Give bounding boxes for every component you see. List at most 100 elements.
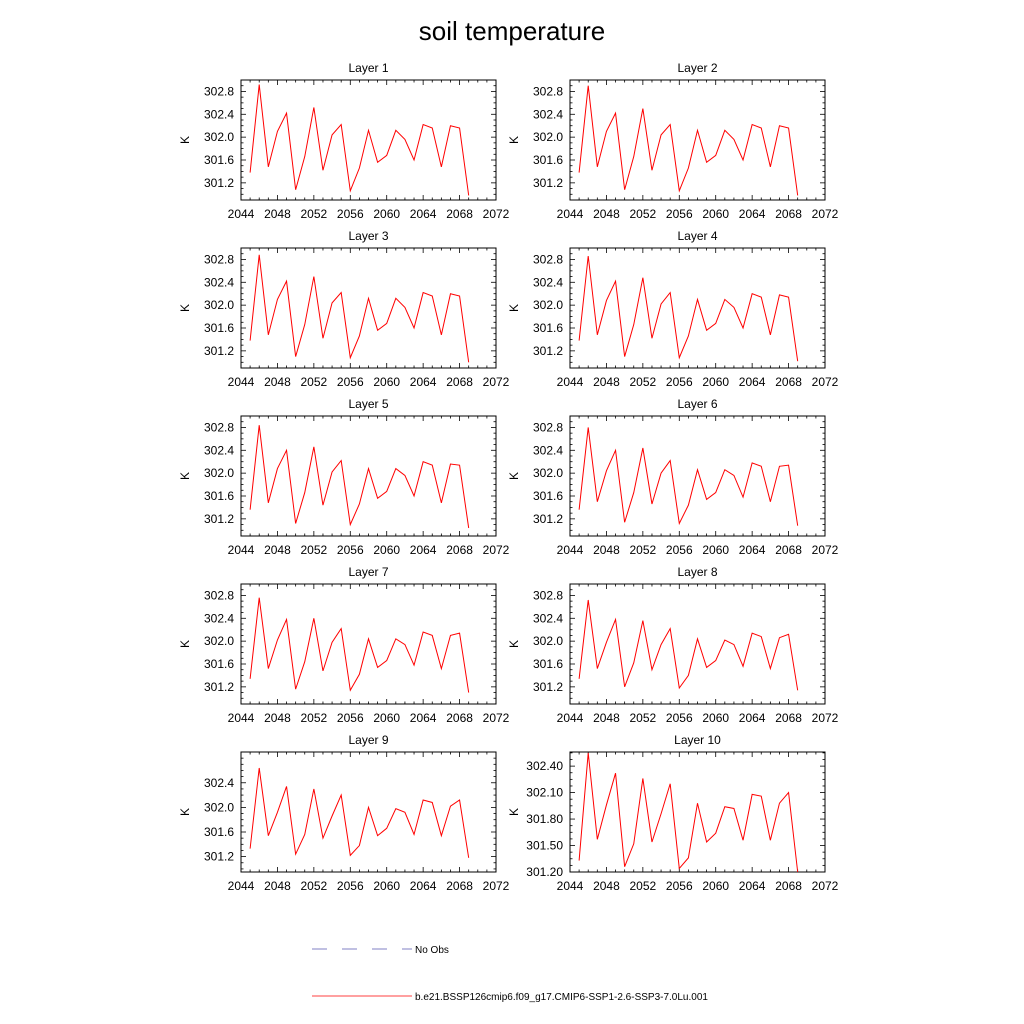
- panel-title: Layer 2: [677, 61, 717, 75]
- y-axis-label: K: [178, 304, 192, 312]
- x-tick-label: 2068: [775, 711, 802, 725]
- panel-title: Layer 9: [348, 733, 388, 747]
- panel-layer-7: Layer 7 2044 2048 2052 2056 2060 2064 2068 2072 3…: [178, 565, 510, 725]
- y-tick-label: 301.50: [526, 839, 563, 853]
- x-tick-label: 2064: [410, 711, 437, 725]
- x-tick-label: 2056: [337, 543, 364, 557]
- plot-frame: [569, 79, 826, 201]
- y-tick-label: 301.2: [204, 344, 234, 358]
- x-tick-label: 2068: [775, 879, 802, 893]
- x-tick-label: 2048: [593, 375, 620, 389]
- plot-frame: [240, 247, 497, 369]
- x-tick-label: 2072: [812, 879, 839, 893]
- y-tick-label: 302.0: [204, 130, 234, 144]
- x-tick-label: 2060: [702, 375, 729, 389]
- x-tick-label: 2072: [483, 543, 510, 557]
- series-line: [578, 427, 799, 526]
- x-tick-label: 2072: [812, 375, 839, 389]
- x-tick-label: 2044: [228, 879, 255, 893]
- y-tick-label: 302.0: [533, 130, 563, 144]
- plot-frame: [240, 583, 497, 705]
- x-tick-label: 2052: [301, 207, 328, 221]
- x-tick-label: 2064: [739, 207, 766, 221]
- x-tick-label: 2068: [775, 375, 802, 389]
- x-tick-label: 2064: [410, 543, 437, 557]
- y-tick-label: 301.2: [533, 680, 563, 694]
- x-tick-label: 2064: [739, 543, 766, 557]
- x-tick-label: 2044: [228, 543, 255, 557]
- x-tick-label: 2068: [446, 543, 473, 557]
- x-tick-label: 2064: [410, 879, 437, 893]
- y-tick-label: 301.6: [204, 657, 234, 671]
- x-tick-label: 2056: [337, 375, 364, 389]
- x-tick-label: 2048: [264, 543, 291, 557]
- x-tick-label: 2068: [775, 207, 802, 221]
- panels: Layer 1 2044 2048 2052 2056 2060 2064 2068 2072 3…: [178, 61, 839, 893]
- legend-obs-label: No Obs: [415, 945, 449, 956]
- x-tick-label: 2072: [483, 207, 510, 221]
- x-tick-label: 2060: [373, 543, 400, 557]
- x-tick-label: 2052: [630, 711, 657, 725]
- y-axis-label: K: [178, 808, 192, 816]
- series-line: [249, 254, 470, 363]
- x-tick-label: 2056: [337, 879, 364, 893]
- plot-frame: [569, 583, 826, 705]
- x-tick-label: 2060: [373, 207, 400, 221]
- y-tick-label: 302.0: [533, 634, 563, 648]
- x-tick-label: 2072: [812, 711, 839, 725]
- y-tick-label: 301.2: [533, 176, 563, 190]
- y-tick-label: 302.0: [204, 298, 234, 312]
- x-tick-label: 2052: [301, 879, 328, 893]
- y-tick-label: 302.8: [204, 588, 234, 602]
- x-tick-label: 2056: [666, 711, 693, 725]
- x-tick-label: 2048: [264, 879, 291, 893]
- y-axis-label: K: [507, 472, 521, 480]
- y-tick-label: 301.6: [533, 657, 563, 671]
- x-tick-label: 2056: [666, 375, 693, 389]
- panel-layer-5: Layer 5 2044 2048 2052 2056 2060 2064 2068 2072 3…: [178, 397, 510, 557]
- panel-title: Layer 4: [677, 229, 717, 243]
- plot-frame: [569, 247, 826, 369]
- x-tick-label: 2052: [630, 879, 657, 893]
- series-line: [578, 255, 799, 362]
- series-line: [578, 85, 799, 196]
- x-tick-label: 2052: [301, 375, 328, 389]
- y-tick-label: 302.8: [204, 252, 234, 266]
- x-tick-label: 2064: [739, 375, 766, 389]
- x-tick-label: 2064: [739, 879, 766, 893]
- panel-title: Layer 8: [677, 565, 717, 579]
- panel-title: Layer 5: [348, 397, 388, 411]
- y-tick-label: 302.8: [204, 84, 234, 98]
- y-tick-label: 302.0: [204, 634, 234, 648]
- y-tick-label: 301.6: [533, 153, 563, 167]
- y-tick-label: 302.4: [204, 107, 234, 121]
- x-tick-label: 2072: [812, 543, 839, 557]
- x-tick-label: 2048: [593, 879, 620, 893]
- plot-frame: [240, 751, 497, 873]
- y-tick-label: 302.0: [533, 298, 563, 312]
- y-tick-label: 302.4: [533, 275, 563, 289]
- panel-title: Layer 7: [348, 565, 388, 579]
- x-tick-label: 2048: [264, 711, 291, 725]
- x-tick-label: 2048: [593, 543, 620, 557]
- plot-frame: [240, 79, 497, 201]
- y-tick-label: 301.6: [204, 825, 234, 839]
- x-tick-label: 2072: [483, 375, 510, 389]
- legend-model-label: b.e21.BSSP126cmip6.f09_g17.CMIP6-SSP1-2.…: [415, 992, 708, 1003]
- series-line: [578, 752, 799, 873]
- y-tick-label: 301.6: [533, 321, 563, 335]
- y-tick-label: 301.6: [204, 153, 234, 167]
- x-tick-label: 2044: [228, 375, 255, 389]
- plot-frame: [569, 751, 826, 873]
- panel-title: Layer 10: [674, 733, 721, 747]
- panel-title: Layer 6: [677, 397, 717, 411]
- y-axis-label: K: [507, 640, 521, 648]
- y-axis-label: K: [178, 472, 192, 480]
- y-tick-label: 302.4: [533, 107, 563, 121]
- x-tick-label: 2056: [666, 207, 693, 221]
- series-line: [578, 599, 799, 691]
- y-tick-label: 302.4: [533, 611, 563, 625]
- panel-layer-6: Layer 6 2044 2048 2052 2056 2060 2064 2068 2072 3…: [507, 397, 839, 557]
- plot-frame: [240, 415, 497, 537]
- panel-title: Layer 1: [348, 61, 388, 75]
